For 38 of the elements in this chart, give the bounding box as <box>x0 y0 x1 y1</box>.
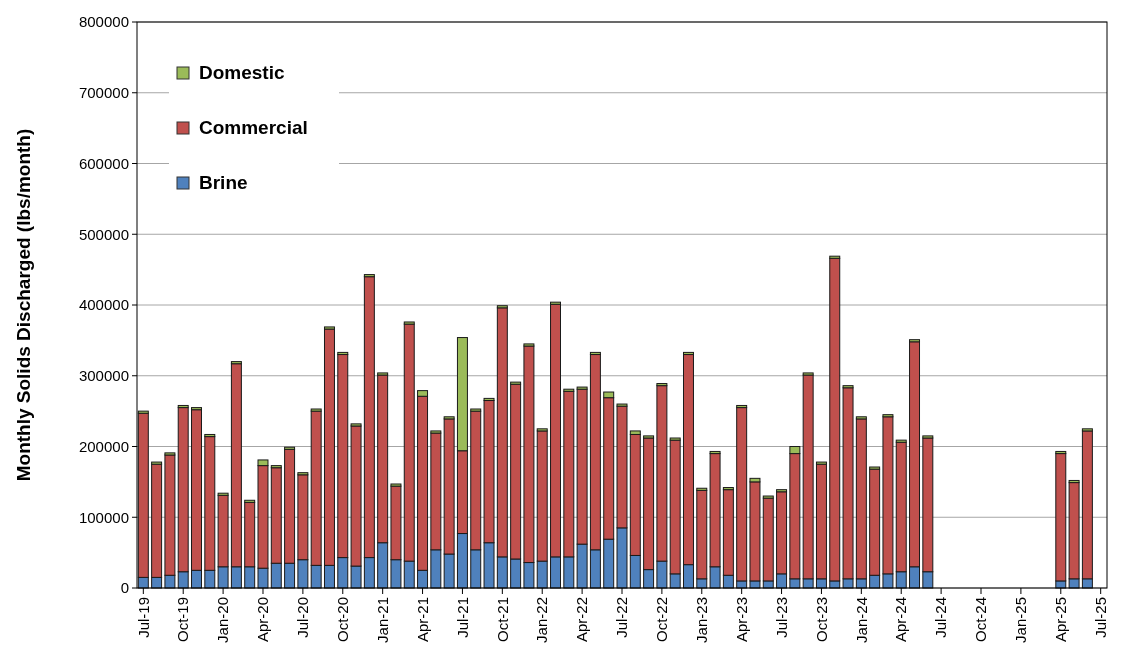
x-tick-label: Jan-25 <box>1012 597 1030 643</box>
y-tick-label: 500000 <box>78 225 129 243</box>
y-tick-label: 600000 <box>78 154 129 172</box>
x-tick-label: Jan-21 <box>373 597 391 643</box>
y-tick-label: 400000 <box>78 296 129 314</box>
x-tick-label: Apr-23 <box>732 597 750 643</box>
y-tick-label: 800000 <box>78 13 129 31</box>
y-tick-label: 0 <box>120 579 129 597</box>
y-tick-label: 700000 <box>78 84 129 101</box>
x-tick-label: Apr-22 <box>573 597 591 643</box>
x-tick-label: Apr-20 <box>254 597 272 643</box>
x-tick-label: Jul-25 <box>1091 597 1109 638</box>
y-tick-label: 200000 <box>78 437 129 455</box>
x-tick-label: Oct-19 <box>174 597 192 643</box>
x-tick-label: Jul-23 <box>772 597 790 638</box>
legend-label: Commercial <box>199 117 308 138</box>
x-tick-label: Jul-22 <box>613 597 631 638</box>
x-tick-label: Jul-19 <box>134 597 152 638</box>
x-tick-label: Jan-23 <box>693 597 711 643</box>
x-tick-label: Oct-23 <box>812 597 830 643</box>
x-tick-label: Apr-25 <box>1052 597 1070 643</box>
legend-label: Domestic <box>199 62 285 83</box>
x-tick-label: Oct-21 <box>493 597 511 643</box>
legend-label: Brine <box>199 172 248 193</box>
x-tick-label: Oct-20 <box>334 597 352 643</box>
x-tick-label: Apr-21 <box>413 597 431 643</box>
x-tick-label: Oct-22 <box>653 597 671 643</box>
y-axis-title: Monthly Solids Discharged (lbs/month) <box>13 128 34 482</box>
x-tick-label: Jul-20 <box>294 597 312 638</box>
x-tick-label: Apr-24 <box>892 597 910 643</box>
x-tick-label: Jan-22 <box>533 597 551 643</box>
x-tick-label: Jan-20 <box>214 597 232 643</box>
y-tick-label: 300000 <box>78 367 129 384</box>
x-tick-label: Jul-24 <box>932 597 950 638</box>
y-tick-label: 100000 <box>78 508 129 526</box>
x-tick-label: Jan-24 <box>852 597 870 643</box>
x-tick-label: Oct-24 <box>972 597 990 643</box>
x-tick-label: Jul-21 <box>453 597 471 638</box>
